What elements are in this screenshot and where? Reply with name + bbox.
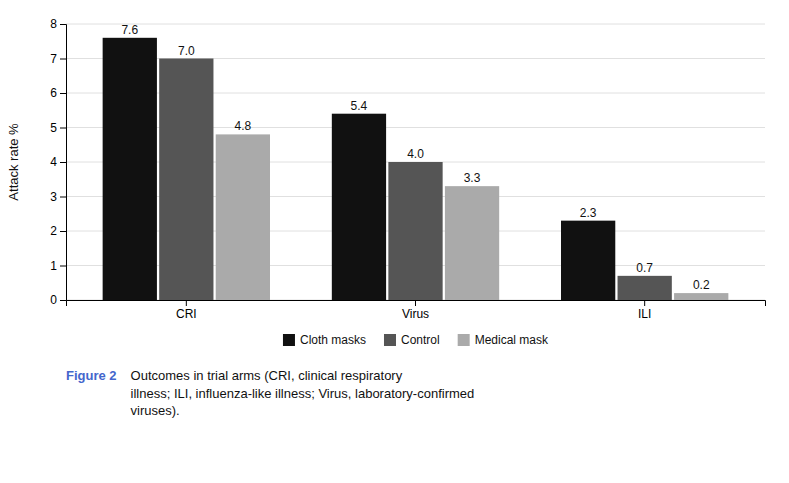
y-tick-label: 6: [50, 86, 57, 100]
legend: Cloth masks Control Medical mask: [283, 333, 549, 347]
x-tick-mark: [644, 300, 645, 306]
y-tick-label: 5: [50, 121, 57, 135]
bar: [159, 59, 213, 301]
y-tick-mark: [60, 24, 66, 25]
bars: [103, 38, 729, 300]
bar: [445, 186, 499, 300]
grid-line: [66, 24, 765, 25]
y-tick-label: 0: [50, 293, 57, 307]
data-label: 7.0: [178, 44, 195, 58]
data-labels: 7.6 5.4 2.3 7.0 4.0 0.7 4.8 3.3 0.2: [121, 23, 709, 292]
caption: Figure 2: [66, 368, 117, 383]
x-tick: Virus: [402, 300, 429, 321]
x-tick-mark: [186, 300, 187, 306]
data-label: 0.7: [636, 261, 653, 275]
data-label: 0.2: [693, 278, 710, 292]
y-tick-mark: [60, 128, 66, 129]
y-tick-mark: [60, 93, 66, 94]
plot-area: 7.6 5.4 2.3 7.0 4.0 0.7 4.8 3.3 0.2 0 1 2 3 4 5 6 7 8 CRI V…: [50, 17, 765, 320]
y-tick-label: 2: [50, 224, 57, 238]
y-tick: 5: [50, 121, 66, 135]
bar-series: [103, 38, 616, 300]
y-tick-label: 1: [50, 259, 57, 273]
x-tick: CRI: [176, 300, 197, 321]
data-label: 4.8: [235, 119, 252, 133]
bar: [216, 134, 270, 300]
caption: Outcomes in trial arms (CRI, clinical re…: [131, 368, 475, 418]
y-tick-label: 7: [50, 52, 57, 66]
bar: [561, 221, 615, 300]
y-tick: 6: [50, 86, 66, 100]
y-tick: 4: [50, 155, 66, 169]
bar: [332, 114, 386, 300]
legend-label: Control: [401, 333, 440, 347]
grid: [66, 24, 765, 300]
legend-item: Medical mask: [458, 333, 549, 347]
x-axis: CRI Virus ILI: [67, 300, 766, 321]
legend-item: Cloth masks: [283, 333, 366, 347]
y-tick: 8: [50, 17, 66, 31]
x-tick-label: CRI: [176, 307, 197, 321]
y-tick: 7: [50, 52, 66, 66]
data-label: 2.3: [580, 206, 597, 220]
data-label: 7.6: [121, 23, 138, 37]
legend-item: Control: [384, 333, 440, 347]
y-axis: 0 1 2 3 4 5 6 7 8: [50, 17, 66, 307]
data-label: 4.0: [407, 147, 424, 161]
y-tick: 2: [50, 224, 66, 238]
bar: [618, 276, 672, 300]
legend-swatch: [458, 334, 470, 346]
x-tick: ILI: [638, 300, 651, 321]
y-tick-label: 3: [50, 190, 57, 204]
bar: [388, 162, 442, 300]
y-tick-mark: [60, 266, 66, 267]
y-tick-mark: [60, 231, 66, 232]
y-tick-label: 8: [50, 17, 57, 31]
bar-series: [216, 134, 729, 300]
bar: [103, 38, 157, 300]
y-tick: 1: [50, 259, 66, 273]
y-tick: 3: [50, 190, 66, 204]
y-tick-label: 4: [50, 155, 57, 169]
data-label: 3.3: [464, 171, 481, 185]
y-tick-mark: [60, 59, 66, 60]
x-tick-label: Virus: [402, 307, 429, 321]
y-tick-mark: [60, 197, 66, 198]
x-tick-label: ILI: [638, 307, 651, 321]
x-tick-mark: [415, 300, 416, 306]
chart: 7.6 5.4 2.3 7.0 4.0 0.7 4.8 3.3 0.2 0 1 2 3 4 5 6 7 8 CRI V…: [0, 0, 789, 483]
bar: [674, 293, 728, 300]
data-label: 5.4: [351, 99, 368, 113]
chart-container: 7.6 5.4 2.3 7.0 4.0 0.7 4.8 3.3 0.2 0 1 2 3 4 5 6 7 8 CRI V…: [0, 0, 789, 483]
legend-label: Medical mask: [475, 333, 549, 347]
x-axis-line: [67, 301, 766, 307]
legend-swatch: [384, 334, 396, 346]
legend-swatch: [283, 334, 295, 346]
bar-series: [159, 59, 672, 301]
y-tick-mark: [60, 300, 66, 301]
y-axis-line: [60, 25, 67, 301]
legend-label: Cloth masks: [300, 333, 366, 347]
y-axis-title: Attack rate %: [6, 123, 21, 201]
y-tick: 0: [50, 293, 66, 307]
y-tick-mark: [60, 162, 66, 163]
